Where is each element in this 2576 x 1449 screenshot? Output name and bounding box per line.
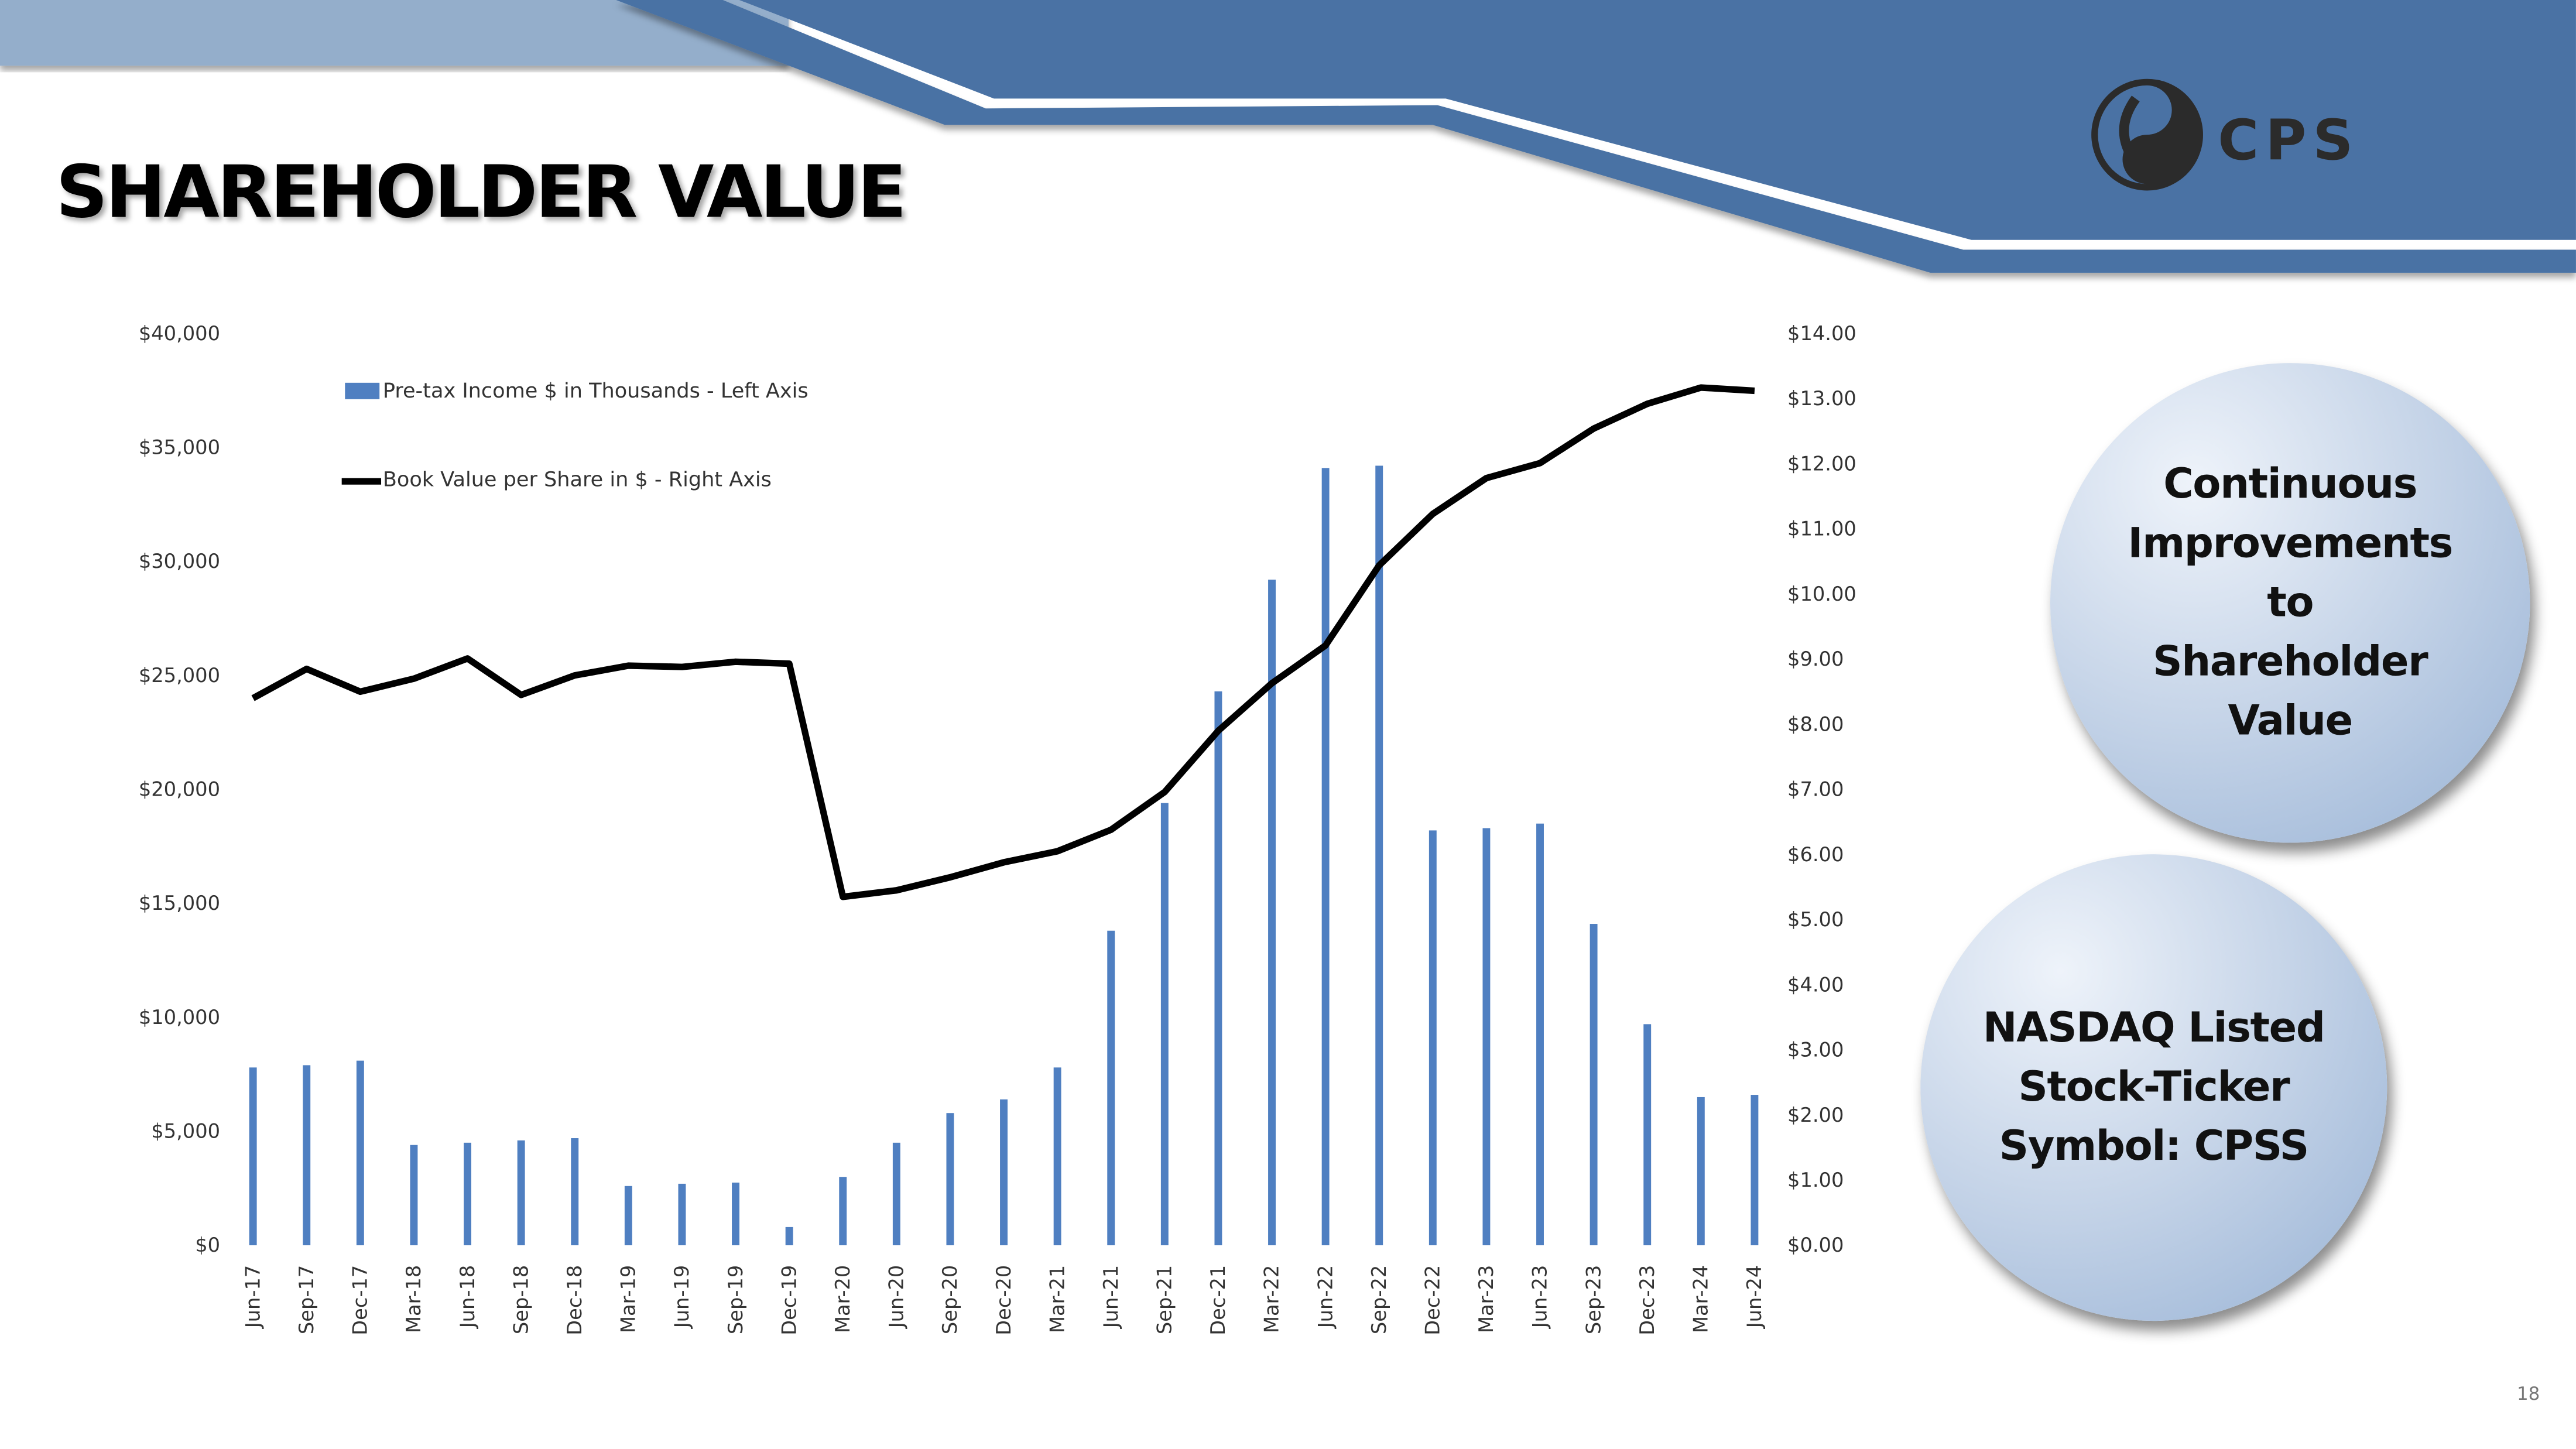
logo-text: CPS (2218, 108, 2359, 173)
bar (1590, 924, 1598, 1246)
left-axis-tick: $40,000 (139, 322, 220, 345)
bar (1214, 691, 1222, 1246)
bar (1751, 1095, 1759, 1246)
bar (892, 1142, 900, 1246)
right-axis-tick: $12.00 (1787, 452, 1856, 475)
x-axis-tick: Jun-17 (241, 1265, 264, 1330)
right-axis-tick: $8.00 (1787, 712, 1844, 735)
x-axis-tick: Dec-22 (1421, 1265, 1444, 1335)
x-axis-tick: Mar-23 (1475, 1265, 1498, 1333)
bar (517, 1140, 525, 1246)
bar (410, 1145, 418, 1246)
page-number: 18 (2516, 1383, 2540, 1405)
bar (571, 1138, 579, 1246)
x-axis-tick: Mar-18 (402, 1265, 425, 1333)
right-axis-tick: $0.00 (1787, 1234, 1844, 1256)
left-axis-tick: $15,000 (139, 892, 220, 914)
right-axis-tick: $7.00 (1787, 778, 1844, 801)
x-axis-tick: Dec-20 (992, 1265, 1015, 1335)
x-axis-tick: Jun-19 (670, 1265, 693, 1330)
left-axis-tick: $5,000 (151, 1120, 220, 1143)
bar (1107, 930, 1115, 1246)
bar (356, 1060, 364, 1246)
bar (839, 1177, 847, 1246)
book-value-line (251, 384, 1755, 900)
left-axis-tick: $20,000 (139, 778, 220, 801)
bar (1482, 828, 1491, 1246)
right-axis-tick: $11.00 (1787, 518, 1856, 540)
right-axis-tick: $1.00 (1787, 1169, 1844, 1191)
right-axis-tick: $13.00 (1787, 387, 1856, 410)
bar (1160, 803, 1169, 1246)
bar (624, 1186, 632, 1246)
right-axis-tick: $5.00 (1787, 908, 1844, 931)
left-axis-tick: $30,000 (139, 550, 220, 573)
left-axis-tick: $35,000 (139, 436, 220, 459)
left-axis-tick: $25,000 (139, 664, 220, 687)
right-axis-tick: $6.00 (1787, 843, 1844, 866)
chart: $0 $5,000 $10,000 $15,000 $20,000 $25,000 $30,… (139, 322, 1856, 1335)
bar (464, 1142, 471, 1246)
bar (1268, 580, 1276, 1246)
left-axis-tick: $0 (195, 1234, 220, 1256)
x-axis-tick: Jun-21 (1099, 1265, 1122, 1330)
right-axis-tick: $9.00 (1787, 648, 1844, 670)
right-axis-tick: $2.00 (1787, 1104, 1844, 1126)
bar (1697, 1097, 1705, 1246)
bar (1429, 830, 1437, 1246)
x-axis-tick: Sep-21 (1153, 1265, 1176, 1334)
x-axis-tick: Jun-22 (1314, 1265, 1337, 1330)
x-axis-tick: Mar-24 (1690, 1265, 1712, 1333)
bar (1643, 1024, 1652, 1246)
x-axis-tick: Mar-21 (1046, 1265, 1068, 1333)
x-axis-tick: Sep-20 (938, 1265, 961, 1334)
legend-bar-label: Pre-tax Income $ in Thousands - Left Axi… (383, 379, 809, 403)
x-axis-tick: Sep-22 (1368, 1265, 1390, 1334)
bar (785, 1227, 793, 1246)
x-axis-tick: Dec-21 (1207, 1265, 1229, 1335)
legend-bar-swatch (345, 382, 380, 399)
x-axis-tick: Sep-19 (724, 1265, 747, 1334)
x-axis-tick: Jun-20 (885, 1265, 908, 1330)
left-axis-tick: $10,000 (139, 1006, 220, 1029)
cps-logo: CPS (2091, 78, 2359, 191)
x-axis-tick: Jun-23 (1529, 1265, 1551, 1330)
page-title: SHAREHOLDER VALUE (56, 151, 906, 235)
x-axis-tick: Mar-20 (831, 1265, 854, 1333)
bar (249, 1067, 257, 1246)
bubble-shareholder-value: Continuous Improvements to Shareholder V… (2050, 363, 2530, 843)
x-axis-tick: Dec-23 (1636, 1265, 1659, 1335)
legend-line-label: Book Value per Share in $ - Right Axis (383, 468, 772, 492)
bubble-nasdaq: NASDAQ Listed Stock-Ticker Symbol: CPSS (1920, 854, 2387, 1321)
x-axis-tick: Mar-19 (617, 1265, 640, 1333)
bar (946, 1113, 954, 1246)
x-axis-tick: Dec-19 (777, 1265, 800, 1335)
right-axis-tick: $10.00 (1787, 583, 1856, 605)
x-axis-tick: Sep-23 (1582, 1265, 1605, 1334)
right-axis-tick: $4.00 (1787, 973, 1844, 996)
bar (1536, 823, 1544, 1246)
x-axis-tick: Jun-24 (1743, 1265, 1766, 1330)
bar (732, 1182, 739, 1246)
bar (1321, 468, 1330, 1246)
x-axis-tick: Mar-22 (1260, 1265, 1283, 1333)
bar (1053, 1067, 1061, 1246)
bar (678, 1183, 686, 1246)
x-axis-tick: Sep-17 (295, 1265, 318, 1334)
bar (1375, 465, 1383, 1246)
x-axis-tick: Sep-18 (509, 1265, 532, 1334)
right-axis-tick: $3.00 (1787, 1039, 1844, 1061)
header-banner: CPS (0, 0, 2576, 273)
bar (303, 1065, 311, 1246)
right-axis-tick: $14.00 (1787, 322, 1856, 345)
x-axis-tick: Dec-17 (349, 1265, 372, 1335)
x-axis-tick: Jun-18 (456, 1265, 479, 1330)
header-light-band (0, 0, 789, 66)
x-axis-tick: Dec-18 (563, 1265, 586, 1335)
bar (1000, 1099, 1008, 1246)
